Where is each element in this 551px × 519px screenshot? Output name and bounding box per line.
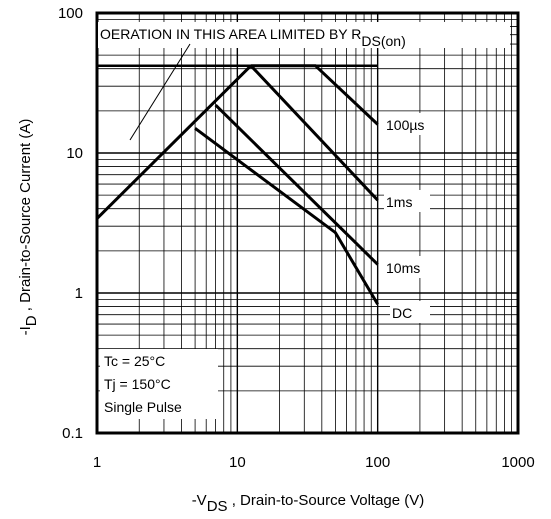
series-label-1ms: 1ms <box>386 194 412 210</box>
y-tick-label: 0.1 <box>62 425 83 442</box>
series-label-dc: DC <box>392 305 412 321</box>
condition-tc: Tc = 25°C <box>104 353 165 369</box>
annotation-subscript: DS(on) <box>361 33 405 49</box>
y-tick-label: 100 <box>58 5 83 22</box>
x-axis-title: -VDS , Drain-to-Source Voltage (V) <box>192 492 425 515</box>
tick-labels: 1 10 100 1000 0.1 1 10 100 <box>58 5 535 471</box>
x-axis-title-prefix: -V <box>192 492 207 509</box>
x-tick-label: 1 <box>93 454 101 471</box>
y-axis-title-subscript: D <box>23 315 40 326</box>
condition-tj: Tj = 150°C <box>104 376 171 392</box>
series-line-1 <box>249 64 379 202</box>
x-tick-label: 1000 <box>501 454 534 471</box>
annotation-background <box>98 22 510 48</box>
series-label-10ms: 10ms <box>386 260 420 276</box>
series-line-2 <box>214 104 379 266</box>
condition-pulse: Single Pulse <box>104 399 182 415</box>
series-labels: 100µs 1ms 10ms DC <box>384 113 440 323</box>
series-lines <box>194 64 379 306</box>
series-line-0 <box>250 64 379 126</box>
annotation-text: OERATION IN THIS AREA LIMITED BY R <box>100 26 361 42</box>
x-axis-title-subscript: DS <box>207 498 228 515</box>
series-label-100us: 100µs <box>386 117 424 133</box>
x-axis-title-suffix: , Drain-to-Source Voltage (V) <box>228 492 425 509</box>
boundary-lines <box>95 64 378 220</box>
annotation: OERATION IN THIS AREA LIMITED BY RDS(on) <box>100 26 406 49</box>
y-axis-title: -ID , Drain-to-Source Current (A) <box>17 119 40 336</box>
annotation-pointer <box>129 43 191 141</box>
rds-on-limit-line <box>95 64 252 220</box>
y-tick-label: 1 <box>75 285 83 302</box>
series-line-3 <box>194 127 379 306</box>
x-tick-label: 100 <box>365 454 390 471</box>
y-axis-title-prefix: -I <box>17 326 34 335</box>
y-tick-label: 10 <box>66 145 83 162</box>
conditions-background <box>100 349 218 419</box>
y-axis-title-suffix: , Drain-to-Source Current (A) <box>17 119 34 316</box>
x-tick-label: 10 <box>229 454 246 471</box>
plot-frame <box>95 11 520 435</box>
